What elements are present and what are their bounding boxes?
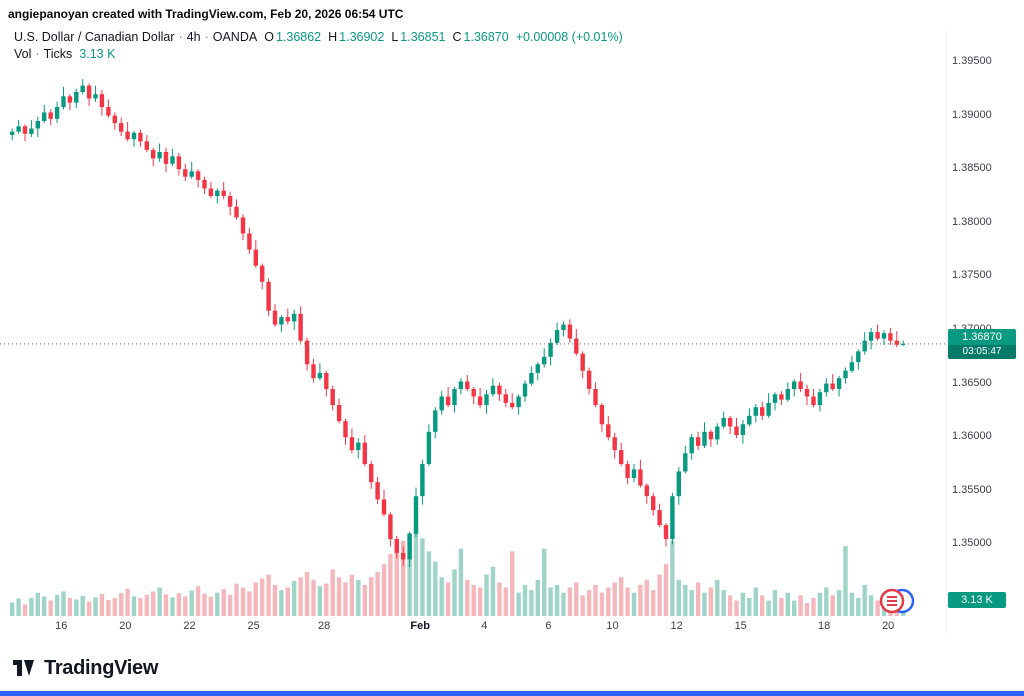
current-price-value: 1.36870 — [948, 328, 1016, 345]
attribution-text: angiepanoyan created with TradingView.co… — [8, 7, 404, 21]
current-price-badge: 1.36870 03:05:47 — [948, 328, 1016, 359]
time-axis-label: 22 — [183, 620, 196, 632]
time-axis-label: 6 — [545, 620, 552, 632]
high-label: H — [328, 30, 338, 44]
exchange-label: OANDA — [212, 30, 258, 44]
interval-label: 4h — [186, 30, 201, 44]
close-label: C — [452, 30, 462, 44]
current-volume-badge: 3.13 K — [948, 591, 1006, 608]
symbol-title: U.S. Dollar / Canadian Dollar — [14, 30, 175, 44]
volume-label: Vol — [14, 47, 32, 61]
volume-source-label: Ticks — [43, 47, 73, 61]
chart-legend[interactable]: U.S. Dollar / Canadian Dollar · 4h · OANDA O 1… — [14, 30, 623, 61]
time-axis-label: 28 — [317, 620, 331, 632]
open-value: 1.36862 — [275, 30, 322, 44]
bar-countdown: 03:05:47 — [948, 344, 1016, 359]
volume-value: 3.13 K — [79, 47, 116, 61]
time-axis-label: 15 — [734, 620, 747, 632]
open-label: O — [264, 30, 274, 44]
attribution-logo-icon — [879, 588, 915, 614]
time-axis-label: 20 — [119, 620, 132, 632]
high-value: 1.36902 — [339, 30, 385, 44]
tradingview-brand-text[interactable]: TradingView — [44, 656, 159, 679]
time-axis-label: 18 — [817, 620, 831, 632]
volume-legend-row[interactable]: Vol · Ticks 3.13 K — [14, 47, 623, 61]
change-value: +0.00008 (+0.01%) — [515, 30, 623, 44]
time-axis-label: 12 — [670, 620, 683, 632]
time-axis-label: Feb — [410, 620, 430, 632]
low-value: 1.36851 — [400, 30, 446, 44]
time-axis-label: 20 — [882, 620, 895, 632]
footer-bar: TradingView — [0, 645, 1024, 691]
legend-separator: · — [35, 47, 40, 61]
symbol-legend-row[interactable]: U.S. Dollar / Canadian Dollar · 4h · OANDA O 1… — [14, 30, 623, 44]
time-axis-label: 10 — [606, 620, 619, 632]
low-label: L — [391, 30, 399, 44]
bottom-accent-bar — [0, 691, 1024, 696]
time-axis-label: 16 — [55, 620, 68, 632]
price-axis-divider — [946, 28, 947, 634]
time-axis-label: 4 — [481, 620, 488, 632]
close-value: 1.36870 — [463, 30, 509, 44]
legend-separator: · — [178, 30, 183, 44]
tradingview-logo-icon[interactable] — [10, 655, 36, 681]
time-axis-label: 25 — [247, 620, 260, 632]
legend-separator: · — [204, 30, 209, 44]
